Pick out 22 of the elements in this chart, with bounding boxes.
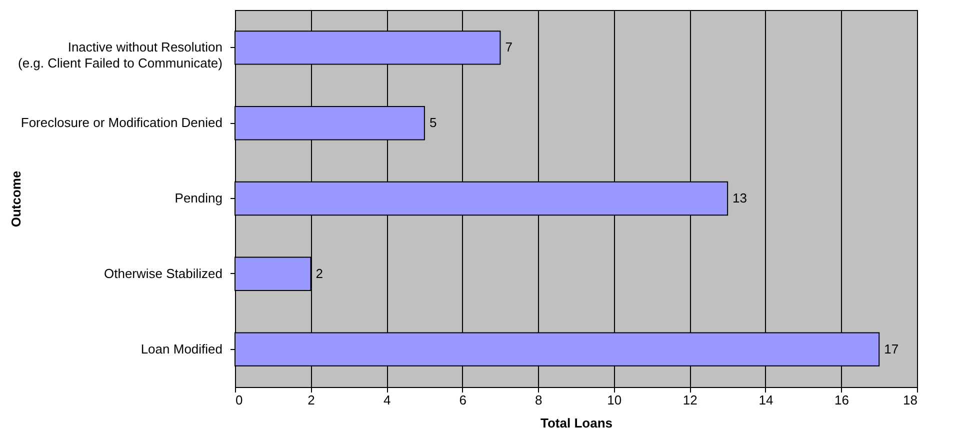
data-label: 17 — [884, 341, 899, 356]
x-axis-title: Total Loans — [540, 416, 612, 430]
y-tick-label: Pending — [174, 190, 222, 206]
x-tick-label: 8 — [534, 392, 542, 408]
y-tick-label: Foreclosure or Modification Denied — [20, 115, 222, 130]
data-label: 5 — [429, 115, 437, 130]
x-tick-label: 6 — [459, 392, 466, 408]
y-axis-title: Outcome — [8, 170, 24, 228]
x-tick-label: 0 — [236, 392, 243, 408]
x-tick-label: 12 — [682, 392, 698, 408]
data-label: 2 — [316, 266, 324, 281]
x-tick-label: 14 — [758, 392, 774, 408]
x-tick-label: 16 — [834, 392, 849, 408]
x-tick-label: 2 — [308, 392, 315, 408]
x-tick-label: 10 — [607, 392, 622, 408]
x-tick-label: 18 — [903, 392, 918, 408]
y-tick-label: Loan Modified — [140, 341, 222, 356]
y-tick-label: Otherwise Stabilized — [104, 266, 222, 281]
y-tick-label: Inactive without Resolution (e.g. Client Failed to Communicate) — [18, 40, 222, 71]
data-label: 13 — [732, 190, 748, 206]
data-label: 7 — [505, 40, 512, 55]
x-tick-label: 4 — [383, 392, 391, 408]
